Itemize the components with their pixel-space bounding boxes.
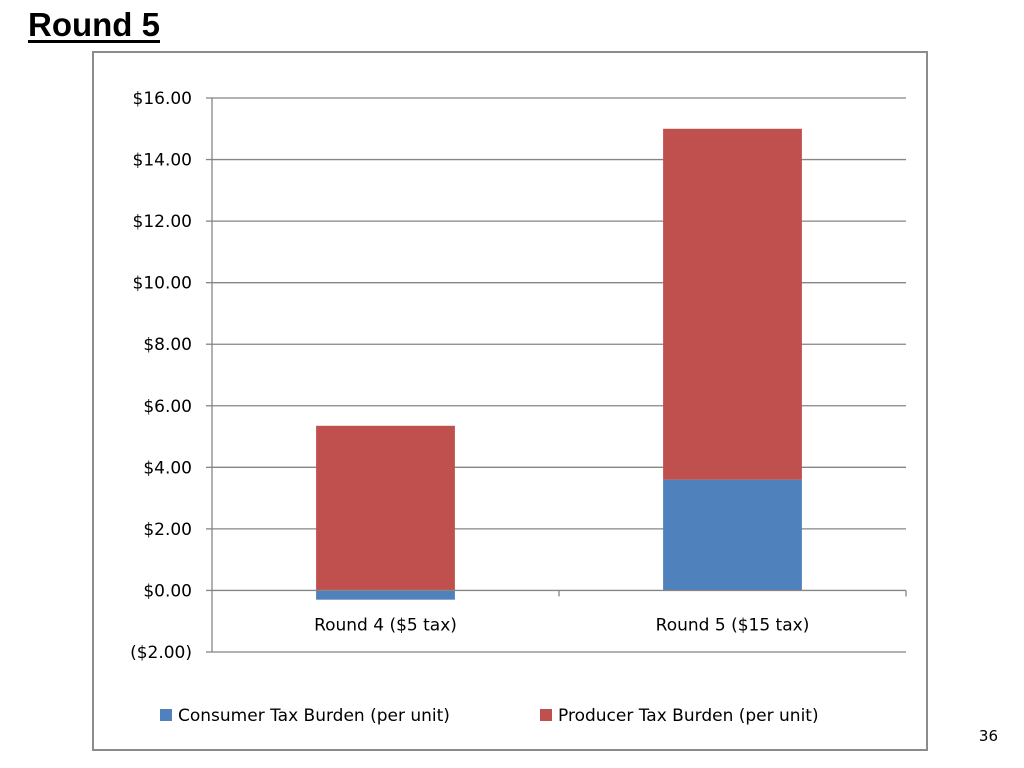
bar-segment: [663, 128, 802, 480]
legend-item: Producer Tax Burden (per unit): [540, 706, 819, 726]
bars: [316, 128, 802, 600]
page-number: 36: [978, 727, 998, 745]
legend-swatch: [540, 709, 552, 721]
legend-label: Consumer Tax Burden (per unit): [178, 706, 450, 726]
bar-segment: [663, 479, 802, 591]
y-tick-label: $12.00: [133, 212, 192, 232]
y-tick-label: ($2.00): [130, 643, 192, 663]
axes: [206, 97, 907, 653]
y-tick-label: $2.00: [143, 520, 192, 540]
legend-item: Consumer Tax Burden (per unit): [160, 706, 450, 726]
y-tick-label: $8.00: [143, 335, 192, 355]
legend-label: Producer Tax Burden (per unit): [558, 706, 819, 726]
y-tick-label: $14.00: [133, 151, 192, 171]
y-tick-label: $4.00: [143, 458, 192, 478]
x-category-label: Round 5 ($15 tax): [656, 615, 810, 635]
stacked-bar-chart: $16.00 $14.00 $12.00 $10.00 $8.00 $6.00 $4.00 $…: [130, 89, 907, 726]
bar-segment: [316, 590, 455, 600]
x-category-label: Round 4 ($5 tax): [314, 615, 457, 635]
legend-swatch: [160, 709, 172, 721]
chart-frame: $16.00 $14.00 $12.00 $10.00 $8.00 $6.00 $4.00 $…: [92, 51, 928, 751]
legend: Consumer Tax Burden (per unit) Producer T…: [160, 706, 819, 726]
bar-segment: [316, 425, 455, 591]
tick-labels: $16.00 $14.00 $12.00 $10.00 $8.00 $6.00 $4.00 $…: [130, 89, 809, 663]
slide-title: Round 5: [28, 6, 160, 43]
y-tick-label: $6.00: [143, 397, 192, 417]
y-tick-label: $0.00: [143, 581, 192, 601]
y-tick-label: $16.00: [133, 89, 192, 109]
y-tick-label: $10.00: [133, 274, 192, 294]
